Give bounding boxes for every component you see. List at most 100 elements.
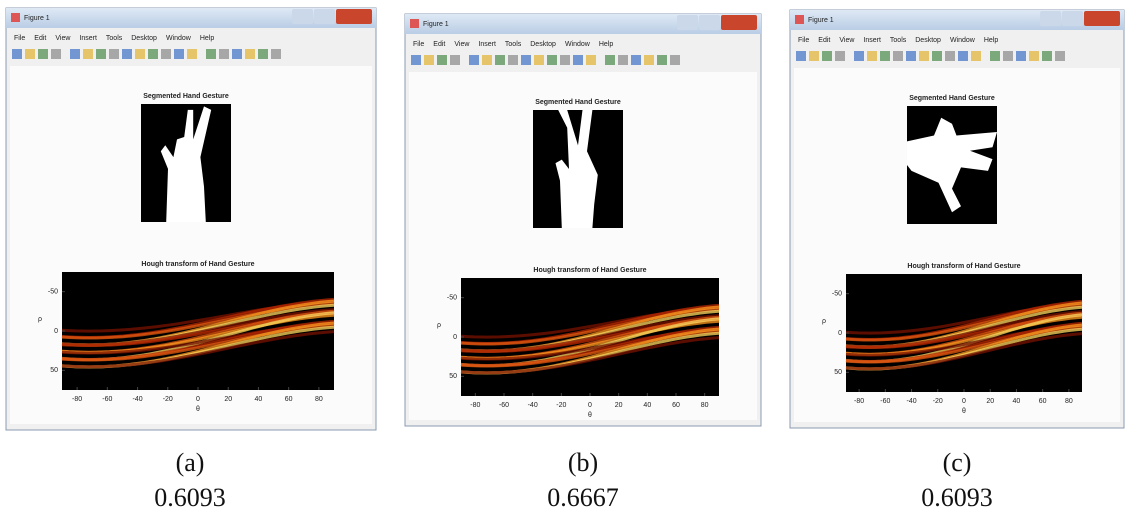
toolbar-icon[interactable] (605, 55, 615, 65)
hough-title: Hough transform of Hand Gesture (141, 261, 254, 268)
toolbar-icon[interactable] (135, 49, 145, 59)
toolbar-icon[interactable] (12, 49, 22, 59)
toolbar-icon[interactable] (990, 51, 1000, 61)
toolbar-icon[interactable] (187, 49, 197, 59)
toolbar-icon[interactable] (547, 55, 557, 65)
toolbar-icon[interactable] (96, 49, 106, 59)
menu-item[interactable]: Edit (433, 41, 445, 48)
page: Figure 1FileEditViewInsertToolsDesktopWi… (0, 0, 1132, 516)
menu-item[interactable]: Desktop (131, 35, 157, 42)
x-tick-label: 60 (1039, 398, 1047, 405)
toolbar-icon[interactable] (38, 49, 48, 59)
toolbar-icon[interactable] (534, 55, 544, 65)
toolbar-icon[interactable] (657, 55, 667, 65)
toolbar-icon[interactable] (495, 55, 505, 65)
close-button[interactable] (721, 15, 757, 30)
toolbar-icon[interactable] (122, 49, 132, 59)
toolbar-icon[interactable] (206, 49, 216, 59)
toolbar-icon[interactable] (148, 49, 158, 59)
menu-item[interactable]: File (14, 35, 25, 42)
toolbar-icon[interactable] (867, 51, 877, 61)
y-tick-label: -50 (447, 295, 457, 302)
toolbar-icon[interactable] (796, 51, 806, 61)
toolbar-icon[interactable] (161, 49, 171, 59)
menu-item[interactable]: Desktop (530, 41, 556, 48)
menu-item[interactable]: Insert (863, 37, 881, 44)
toolbar-icon[interactable] (70, 49, 80, 59)
y-axis-label: ρ (437, 322, 441, 329)
menu-item[interactable]: View (839, 37, 855, 44)
toolbar-icon[interactable] (932, 51, 942, 61)
toolbar-icon[interactable] (945, 51, 955, 61)
toolbar-icon[interactable] (618, 55, 628, 65)
menu-item[interactable]: Tools (106, 35, 123, 42)
toolbar-icon[interactable] (1055, 51, 1065, 61)
minimize-button[interactable] (1040, 11, 1061, 26)
toolbar-icon[interactable] (83, 49, 93, 59)
menu-item[interactable]: File (413, 41, 424, 48)
toolbar-icon[interactable] (1042, 51, 1052, 61)
minimize-button[interactable] (292, 9, 313, 24)
toolbar-icon[interactable] (1029, 51, 1039, 61)
toolbar-icon[interactable] (573, 55, 583, 65)
toolbar-icon[interactable] (482, 55, 492, 65)
toolbar-icon[interactable] (906, 51, 916, 61)
maximize-button[interactable] (1062, 11, 1083, 26)
toolbar-icon[interactable] (174, 49, 184, 59)
toolbar-icon[interactable] (508, 55, 518, 65)
toolbar-icon[interactable] (411, 55, 421, 65)
menu-item[interactable]: Desktop (915, 37, 941, 44)
toolbar-icon[interactable] (521, 55, 531, 65)
toolbar-icon[interactable] (437, 55, 447, 65)
toolbar-icon[interactable] (560, 55, 570, 65)
maximize-button[interactable] (699, 15, 720, 30)
maximize-button[interactable] (314, 9, 335, 24)
toolbar-icon[interactable] (469, 55, 479, 65)
toolbar-icon[interactable] (232, 49, 242, 59)
toolbar-icon[interactable] (644, 55, 654, 65)
toolbar-icon[interactable] (1003, 51, 1013, 61)
toolbar-icon[interactable] (51, 49, 61, 59)
menu-item[interactable]: Help (984, 37, 999, 44)
toolbar-icon[interactable] (25, 49, 35, 59)
toolbar-icon[interactable] (919, 51, 929, 61)
toolbar-icon[interactable] (670, 55, 680, 65)
toolbar-icon[interactable] (971, 51, 981, 61)
close-button[interactable] (1084, 11, 1120, 26)
toolbar-icon[interactable] (893, 51, 903, 61)
toolbar-icon[interactable] (424, 55, 434, 65)
toolbar-icon[interactable] (822, 51, 832, 61)
menu-item[interactable]: Help (599, 41, 614, 48)
toolbar-icon[interactable] (880, 51, 890, 61)
toolbar-icon[interactable] (835, 51, 845, 61)
menu-item[interactable]: Edit (818, 37, 830, 44)
toolbar-icon[interactable] (1016, 51, 1026, 61)
y-tick-label: -50 (832, 291, 842, 298)
menu-item[interactable]: Tools (505, 41, 522, 48)
toolbar-icon[interactable] (450, 55, 460, 65)
toolbar-icon[interactable] (958, 51, 968, 61)
toolbar-icon[interactable] (809, 51, 819, 61)
minimize-button[interactable] (677, 15, 698, 30)
x-axis-label: θ (962, 408, 966, 415)
toolbar-icon[interactable] (631, 55, 641, 65)
menu-item[interactable]: Window (166, 35, 192, 42)
menu-item[interactable]: Insert (478, 41, 496, 48)
menu-item[interactable]: View (55, 35, 71, 42)
toolbar-icon[interactable] (219, 49, 229, 59)
toolbar-icon[interactable] (271, 49, 281, 59)
menu-item[interactable]: Insert (79, 35, 97, 42)
menu-item[interactable]: Edit (34, 35, 46, 42)
menu-item[interactable]: View (454, 41, 470, 48)
close-button[interactable] (336, 9, 372, 24)
toolbar-icon[interactable] (258, 49, 268, 59)
menu-item[interactable]: Tools (890, 37, 907, 44)
toolbar-icon[interactable] (586, 55, 596, 65)
toolbar-icon[interactable] (109, 49, 119, 59)
menu-item[interactable]: File (798, 37, 809, 44)
toolbar-icon[interactable] (854, 51, 864, 61)
menu-item[interactable]: Help (200, 35, 215, 42)
menu-item[interactable]: Window (950, 37, 976, 44)
menu-item[interactable]: Window (565, 41, 591, 48)
toolbar-icon[interactable] (245, 49, 255, 59)
